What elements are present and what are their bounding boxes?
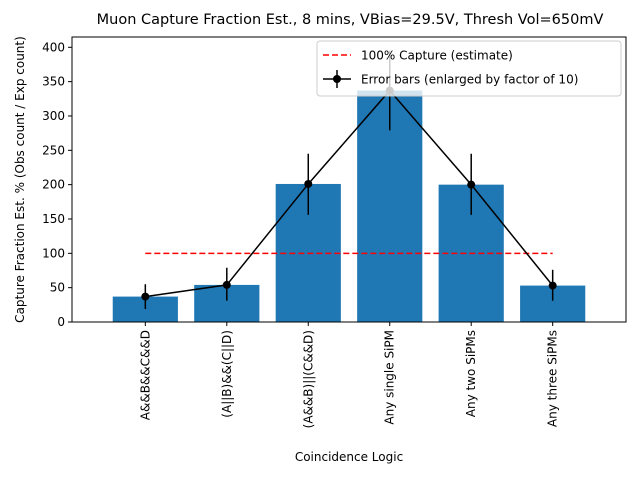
x-axis: A&&B&&C&&D (A||B)&&(C||D) (A&&B)||(C&&D) An… xyxy=(138,322,560,428)
legend-errorbar-marker xyxy=(333,75,341,83)
bars-group xyxy=(112,90,586,323)
error-bars-group xyxy=(141,50,557,309)
y-tick-label-200: 200 xyxy=(42,178,65,192)
chart-title: Muon Capture Fraction Est., 8 mins, VBia… xyxy=(97,12,604,28)
x-tick-label-4: Any two SiPMs xyxy=(464,330,478,417)
legend-box xyxy=(316,40,622,97)
y-tick-label-350: 350 xyxy=(42,75,65,89)
x-axis-label: Coincidence Logic xyxy=(295,450,403,464)
error-marker-4 xyxy=(467,180,476,189)
y-tick-label-400: 400 xyxy=(42,40,65,54)
y-axis-label: Capture Fraction Est. % (Obs count / Exp… xyxy=(13,36,27,323)
x-tick-label-3: Any single SiPM xyxy=(383,330,397,425)
error-marker-2 xyxy=(304,179,313,188)
y-tick-label-0: 0 xyxy=(57,315,65,329)
legend-errorbar-label: Error bars (enlarged by factor of 10) xyxy=(361,73,578,87)
error-series-line xyxy=(145,89,554,298)
y-tick-label-250: 250 xyxy=(42,143,65,157)
legend-reference-label: 100% Capture (estimate) xyxy=(361,49,513,63)
legend: 100% Capture (estimate) Error bars (enla… xyxy=(316,40,622,97)
x-tick-label-2: (A&&B)||(C&&D) xyxy=(301,330,315,428)
error-marker-5 xyxy=(548,281,557,290)
x-tick-label-1: (A||B)&&(C||D) xyxy=(220,330,234,418)
error-marker-0 xyxy=(141,292,150,301)
error-marker-1 xyxy=(222,280,231,289)
x-tick-label-5: Any three SiPMs xyxy=(546,330,560,427)
plot-frame xyxy=(71,36,627,323)
y-tick-label-300: 300 xyxy=(42,109,65,123)
y-axis: 0 50 100 150 200 250 300 350 400 xyxy=(42,40,72,329)
y-tick-label-100: 100 xyxy=(42,246,65,260)
x-tick-label-0: A&&B&&C&&D xyxy=(138,330,152,420)
y-tick-label-50: 50 xyxy=(50,281,65,295)
y-tick-label-150: 150 xyxy=(42,212,65,226)
